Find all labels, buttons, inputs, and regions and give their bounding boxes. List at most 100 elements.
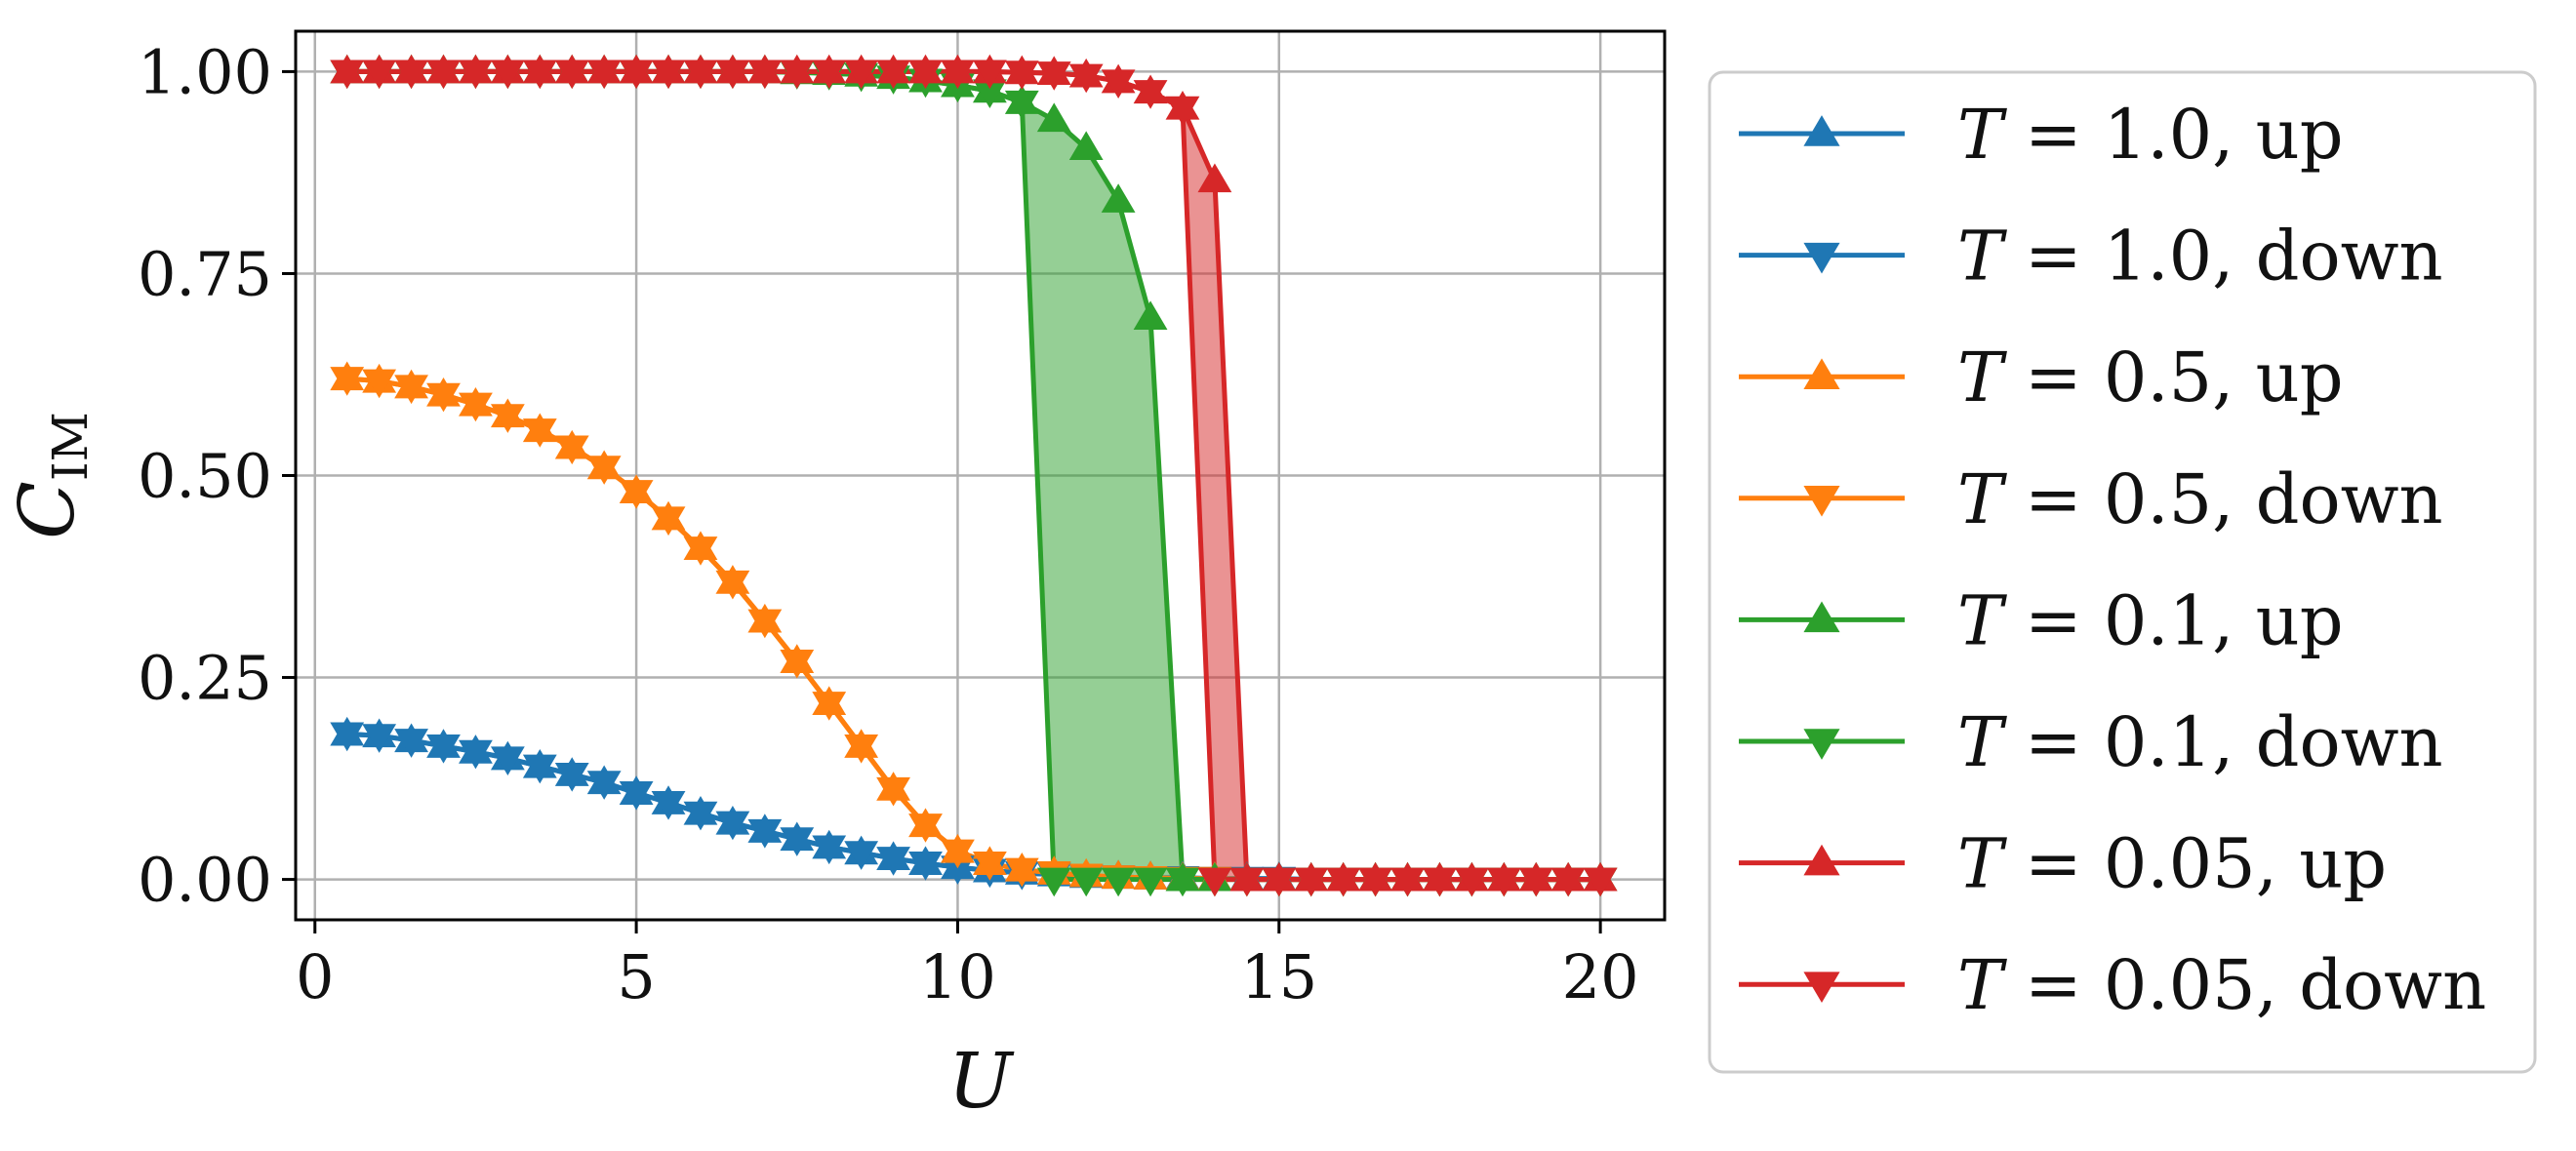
data-point-marker <box>1518 867 1553 897</box>
data-point-marker <box>747 609 783 639</box>
data-point-marker <box>619 480 654 509</box>
legend-marker <box>1803 729 1840 760</box>
data-point-marker <box>1262 867 1297 897</box>
data-point-marker <box>812 60 847 90</box>
data-point-marker <box>586 456 622 485</box>
data-point-marker <box>651 506 686 536</box>
data-point-marker <box>522 418 557 448</box>
y-tick-label: 0.00 <box>138 845 272 916</box>
data-point-marker <box>1068 131 1104 161</box>
data-point-marker <box>812 692 847 721</box>
data-point-marker <box>715 811 750 841</box>
data-point-marker <box>1423 867 1457 897</box>
data-point-marker <box>972 60 1007 90</box>
y-axis-label-main: C <box>4 481 92 539</box>
data-point-marker <box>683 801 718 831</box>
legend-label-value: = 1.0, down <box>2003 217 2443 297</box>
data-point-marker <box>362 724 397 753</box>
data-point-marker <box>1550 867 1586 897</box>
data-point-marker <box>908 852 943 881</box>
data-point-marker <box>683 536 718 566</box>
legend-marker <box>1803 844 1840 876</box>
data-point-marker <box>394 375 428 405</box>
data-point-marker <box>586 771 622 800</box>
legend-label: T = 0.5, down <box>1957 459 2443 539</box>
x-axis-label: U <box>948 1038 1015 1126</box>
data-point-marker <box>490 746 525 776</box>
data-point-marker <box>1165 96 1200 126</box>
data-point-marker <box>780 60 815 90</box>
y-axis-label: CIM <box>4 412 99 539</box>
legend-label-variable: T <box>1957 95 2007 175</box>
data-point-marker <box>1004 90 1039 120</box>
legend-label-variable: T <box>1957 217 2007 297</box>
data-point-marker <box>908 60 943 90</box>
data-point-marker <box>554 435 589 465</box>
legend-marker <box>1803 242 1840 274</box>
data-point-marker <box>1068 63 1104 94</box>
data-point-marker <box>1004 857 1039 888</box>
legend-label-value: = 0.5, down <box>2003 459 2443 539</box>
legend-label: T = 0.1, up <box>1957 580 2344 660</box>
legend-label-value: = 0.1, down <box>2003 702 2443 782</box>
legend-label-variable: T <box>1957 337 2007 417</box>
legend-marker <box>1803 358 1840 389</box>
data-point-marker <box>715 60 750 90</box>
data-point-marker <box>459 60 493 90</box>
data-point-marker <box>619 60 654 90</box>
data-point-marker <box>972 852 1007 881</box>
x-axis-ticks: 0 5 10 15 20 <box>296 920 1639 1012</box>
data-point-marker <box>844 734 879 764</box>
y-tick-label: 1.00 <box>138 36 272 107</box>
data-point-marker <box>941 855 975 885</box>
legend-marker <box>1803 486 1840 517</box>
data-point-marker <box>1004 60 1039 90</box>
series-line <box>346 376 1601 883</box>
x-tick-label: 15 <box>1240 941 1317 1012</box>
legend-label-variable: T <box>1957 945 2007 1025</box>
data-point-marker <box>426 382 461 413</box>
legend-label: T = 1.0, up <box>1957 95 2344 175</box>
data-point-marker <box>459 739 493 770</box>
data-point-marker <box>972 79 1007 108</box>
legend-label-variable: T <box>1957 702 2007 782</box>
legend-box <box>1708 70 2537 1074</box>
grid-lines <box>296 31 1665 920</box>
data-point-marker <box>941 60 975 90</box>
data-point-marker <box>1133 867 1168 897</box>
data-point-marker <box>1101 867 1136 897</box>
data-point-marker <box>362 369 397 399</box>
series-line <box>346 68 1601 883</box>
data-point-marker <box>522 60 557 90</box>
data-point-marker <box>1358 867 1392 897</box>
data-point-marker <box>330 367 365 396</box>
data-point-marker <box>1036 867 1071 897</box>
y-tick-label: 0.75 <box>138 238 272 309</box>
data-point-marker <box>1133 300 1168 330</box>
y-tick-label: 0.50 <box>138 441 272 512</box>
data-point-marker <box>394 60 428 90</box>
data-point-marker <box>490 404 525 433</box>
x-tick-label: 0 <box>296 941 334 1012</box>
data-point-marker <box>876 847 910 876</box>
legend-label-variable: T <box>1957 824 2007 904</box>
data-point-marker <box>619 781 654 811</box>
data-point-marker <box>812 835 847 865</box>
data-point-marker <box>330 722 365 752</box>
x-tick-label: 20 <box>1562 941 1639 1012</box>
data-point-marker <box>941 839 975 869</box>
series-markers <box>330 54 1618 897</box>
data-point-marker <box>780 650 815 679</box>
y-axis-ticks: 0.00 0.25 0.50 0.75 1.00 <box>138 36 296 916</box>
legend-marker <box>1803 115 1840 146</box>
data-point-marker <box>1101 69 1136 99</box>
legend-label-variable: T <box>1957 580 2007 660</box>
data-point-marker <box>1454 867 1489 897</box>
data-point-marker <box>844 841 879 870</box>
data-point-marker <box>522 754 557 784</box>
series-lines <box>346 68 1601 883</box>
data-point-marker <box>1133 80 1168 109</box>
data-point-marker <box>651 790 686 820</box>
data-point-marker <box>1326 867 1361 897</box>
